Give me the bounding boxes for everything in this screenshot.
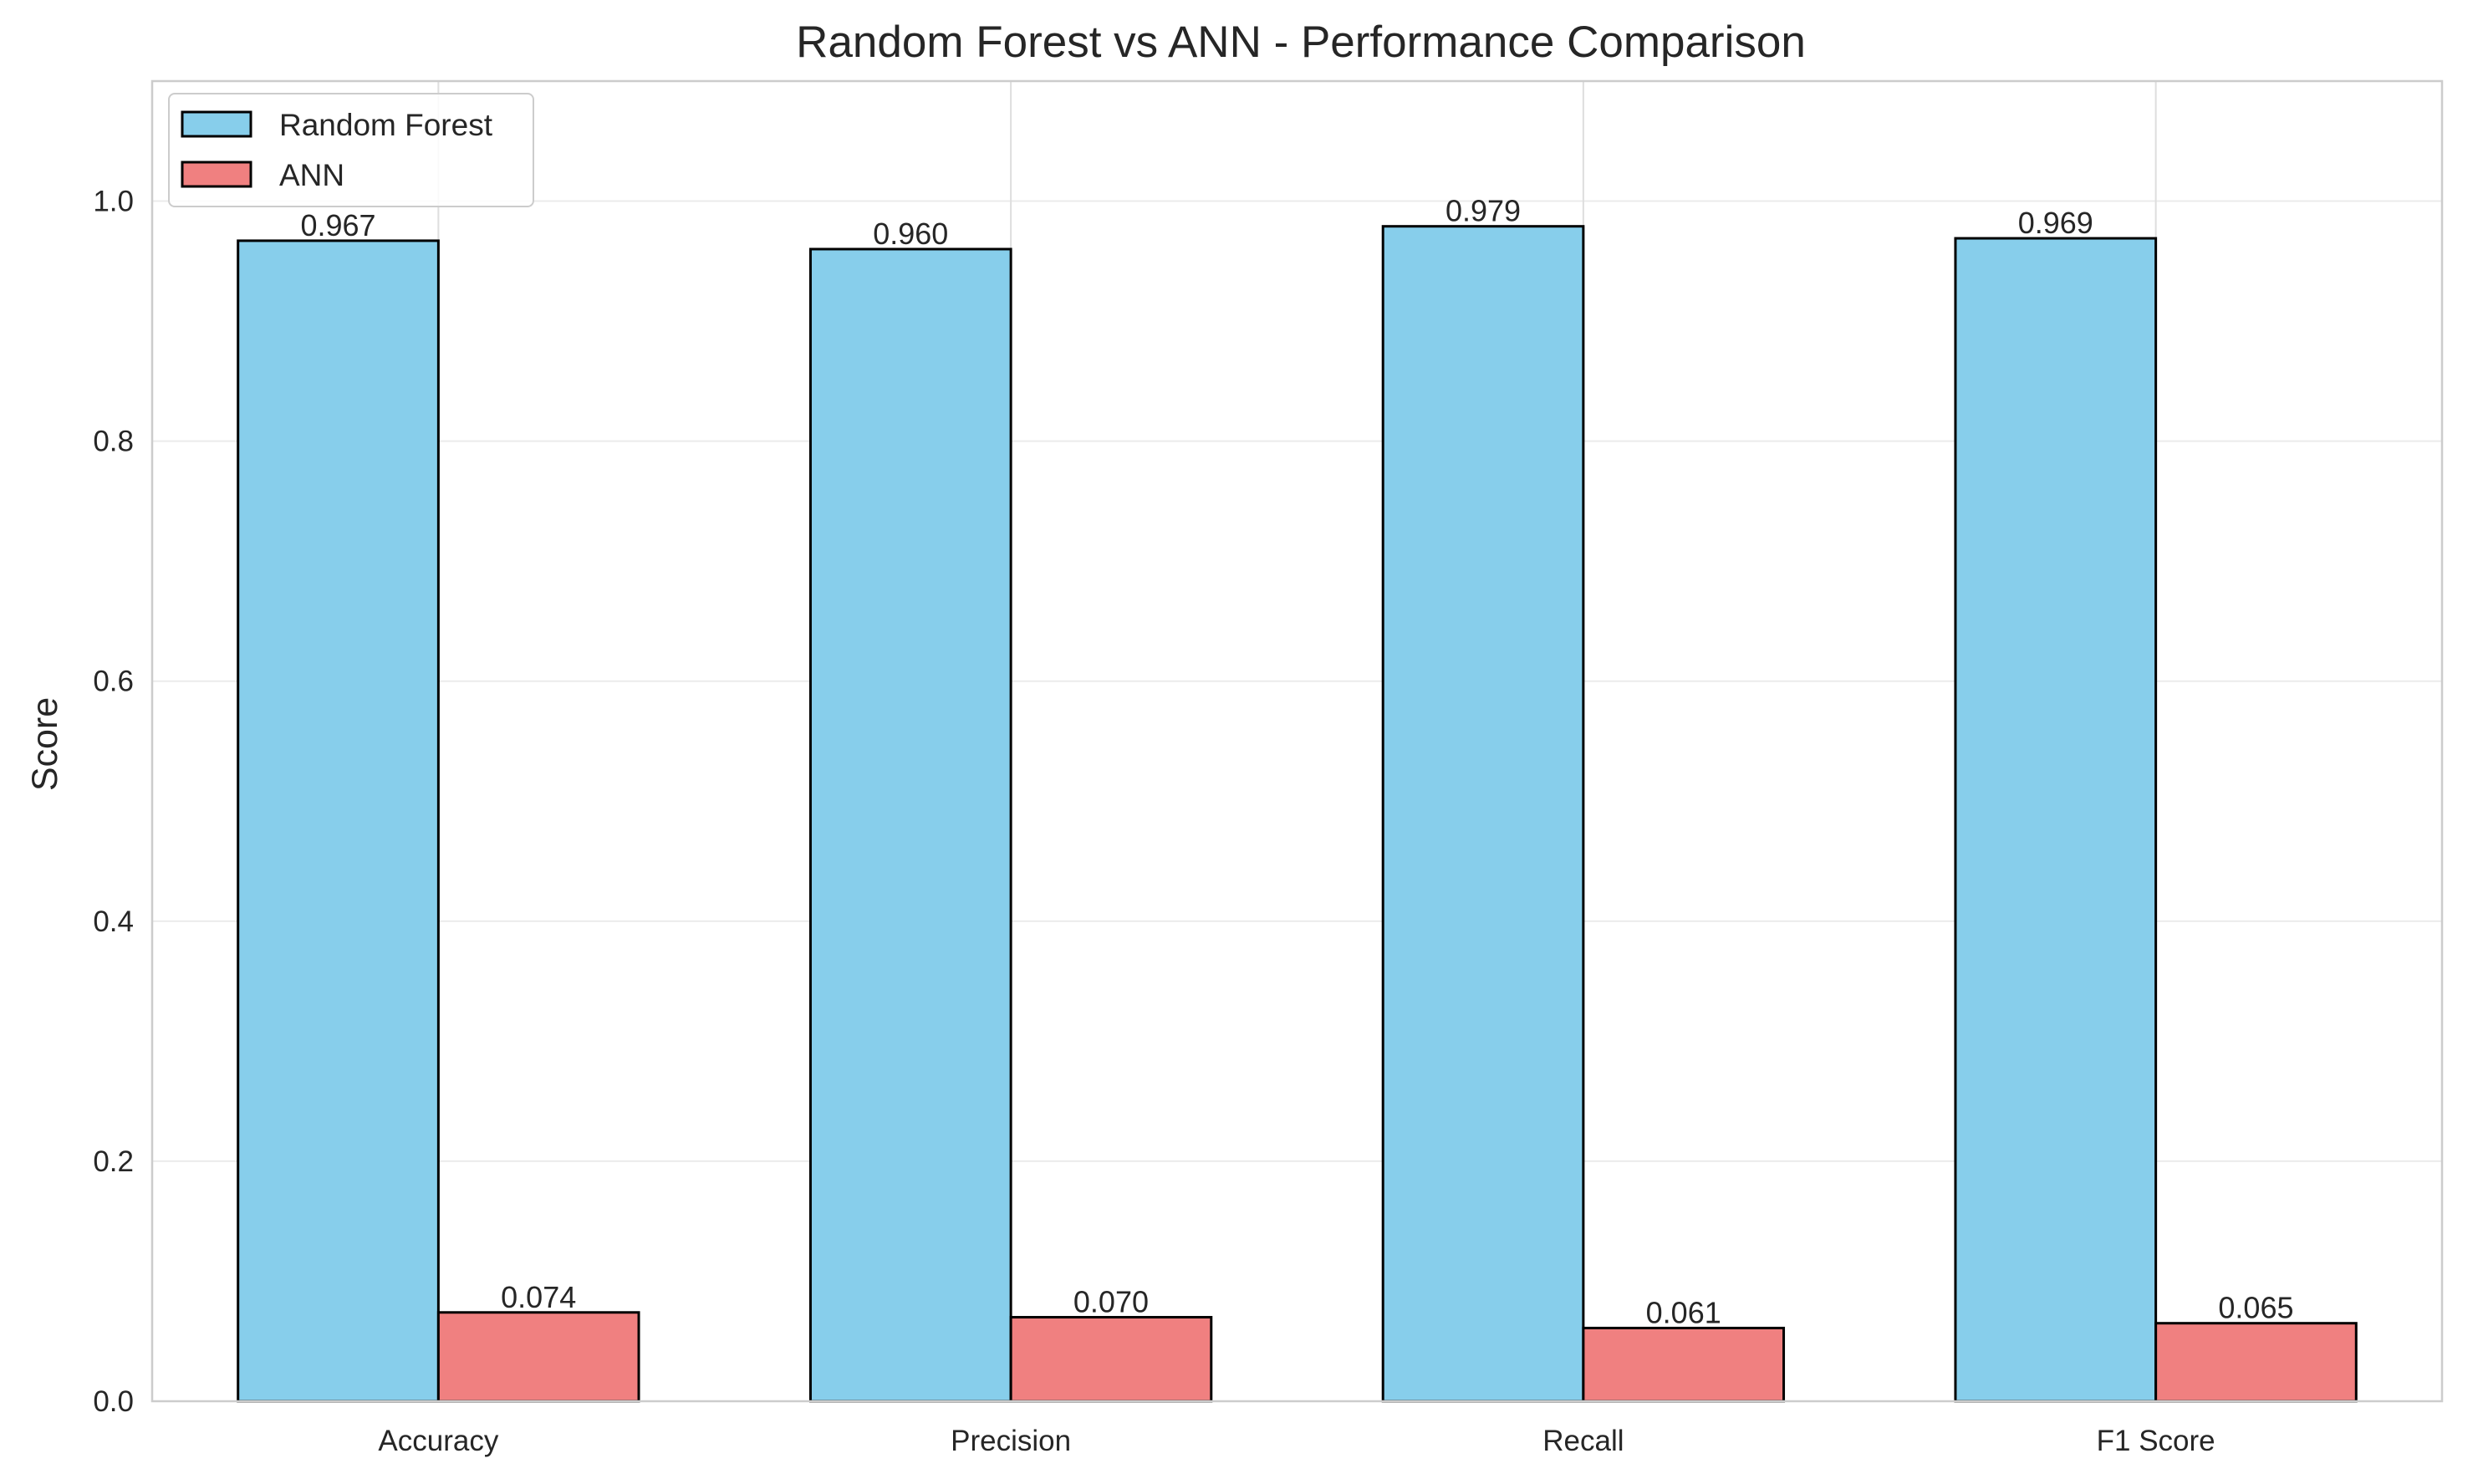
bar-ann (436, 1311, 640, 1403)
bar-value-label: 0.979 (1445, 194, 1521, 228)
bar-random-forest (1381, 225, 1585, 1403)
x-tick-label: Recall (1542, 1425, 1624, 1457)
bar-random-forest (237, 239, 440, 1403)
bars (237, 225, 2358, 1403)
legend-frame (168, 93, 534, 207)
bar-ann (1582, 1326, 1786, 1403)
y-tick-label: 0.4 (93, 905, 134, 938)
legend-label-ann: ANN (279, 158, 344, 192)
bar-value-label: 0.065 (2218, 1291, 2293, 1325)
bar-value-label: 0.969 (2018, 206, 2093, 240)
legend-swatch-ann (181, 161, 252, 188)
bar-value-label: 0.074 (501, 1280, 576, 1314)
y-axis-ticks: 0.0 0.2 0.4 0.6 0.8 1.0 (93, 186, 134, 1418)
bar-value-label: 0.967 (300, 208, 375, 242)
y-tick-label: 1.0 (93, 186, 134, 218)
y-tick-label: 0.8 (93, 426, 134, 458)
legend-label-random-forest: Random Forest (279, 108, 493, 142)
legend: Random Forest ANN (168, 93, 534, 207)
x-tick-label: Precision (951, 1425, 1071, 1457)
bar-value-label: 0.960 (873, 217, 948, 251)
y-axis-label: Score (25, 697, 65, 791)
plot-border (150, 79, 2444, 1403)
bar-value-label: 0.061 (1646, 1295, 1721, 1329)
y-tick-label: 0.0 (93, 1385, 134, 1418)
plot-frame (150, 79, 2444, 1403)
legend-swatch-random-forest (181, 110, 252, 138)
y-tick-label: 0.2 (93, 1145, 134, 1178)
x-tick-label: Accuracy (378, 1425, 498, 1457)
bar-random-forest (1954, 237, 2158, 1403)
bar-random-forest (808, 247, 1012, 1403)
bar-ann (2154, 1322, 2358, 1403)
bar-value-label: 0.070 (1073, 1285, 1149, 1319)
chart-title: Random Forest vs ANN - Performance Compa… (796, 18, 1806, 67)
value-labels: 0.967 0.960 0.979 0.969 0.074 0.070 0.061 0.065 (300, 194, 2293, 1330)
x-tick-label: F1 Score (2097, 1425, 2215, 1457)
y-tick-label: 0.6 (93, 666, 134, 698)
x-axis-ticks: Accuracy Precision Recall F1 Score (378, 1425, 2215, 1457)
bar-ann (1009, 1316, 1213, 1403)
